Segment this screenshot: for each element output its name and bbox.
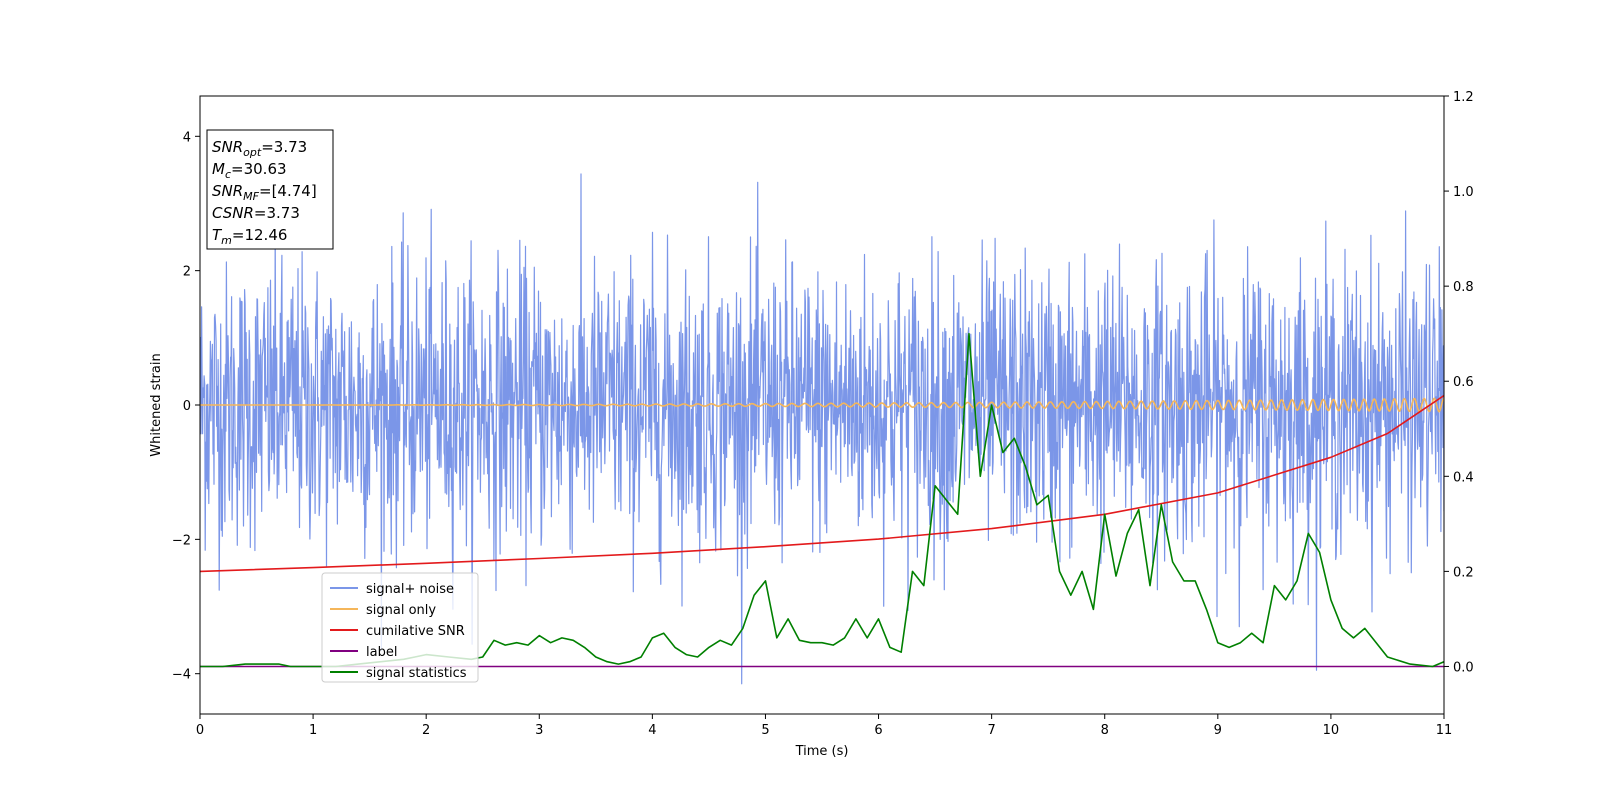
y-axis-right: 0.0 0.2 0.4 0.6 0.8 1.0 1.2: [1444, 90, 1474, 675]
y2-tick-label: 0.2: [1453, 565, 1474, 580]
y-axis-label: Whitened strain: [149, 353, 164, 456]
annotation-line: Tm=12.46: [212, 226, 287, 247]
legend-entry: cumilative SNR: [366, 624, 465, 639]
y2-tick-label: 1.0: [1453, 185, 1474, 200]
x-tick-label: 7: [987, 723, 995, 738]
y2-tick-label: 1.2: [1453, 90, 1474, 105]
annotation-line: CSNR=3.73: [212, 204, 300, 222]
legend-entry: signal+ noise: [366, 582, 454, 597]
x-tick-label: 0: [196, 723, 204, 738]
x-axis-label: Time (s): [795, 744, 849, 759]
x-tick-label: 3: [535, 723, 543, 738]
y-tick-label: 0: [183, 399, 191, 414]
y-tick-label: 4: [183, 130, 191, 145]
series-line-1: [200, 397, 1444, 413]
x-tick-label: 5: [761, 723, 769, 738]
x-tick-label: 8: [1101, 723, 1109, 738]
annotation-line: Mc=30.63: [212, 160, 287, 181]
y2-tick-label: 0.4: [1453, 470, 1474, 485]
y2-tick-label: 0.6: [1453, 375, 1474, 390]
y-tick-label: −2: [172, 533, 191, 548]
series-line-0: [200, 173, 1444, 685]
stats-annotation: SNRopt=3.73Mc=30.63SNRMF=[4.74]CSNR=3.73…: [206, 129, 334, 250]
x-tick-label: 9: [1214, 723, 1222, 738]
x-axis: 0 1 2 3 4 5 6 7 8 9 10 11: [196, 714, 1452, 738]
x-tick-label: 10: [1323, 723, 1340, 738]
y-tick-label: 2: [183, 265, 191, 280]
y2-tick-label: 0.8: [1453, 280, 1474, 295]
x-tick-label: 4: [648, 723, 656, 738]
y2-tick-label: 0.0: [1453, 660, 1474, 675]
x-tick-label: 6: [874, 723, 882, 738]
y-axis-left: −4 −2 0 2 4: [172, 130, 200, 683]
series-line-4: [200, 332, 1444, 668]
y-tick-label: −4: [172, 668, 191, 683]
x-tick-label: 2: [422, 723, 430, 738]
x-tick-label: 11: [1436, 723, 1453, 738]
legend-entry: signal statistics: [366, 666, 467, 681]
annotation-line: SNRopt=3.73: [212, 138, 307, 159]
annotation-line: SNRMF=[4.74]: [212, 182, 317, 203]
series-line-2: [200, 394, 1444, 573]
x-tick-label: 1: [309, 723, 317, 738]
legend-entry: signal only: [366, 603, 436, 618]
legend: signal+ noise signal only cumilative SNR la…: [321, 572, 479, 683]
legend-entry: label: [366, 645, 397, 660]
